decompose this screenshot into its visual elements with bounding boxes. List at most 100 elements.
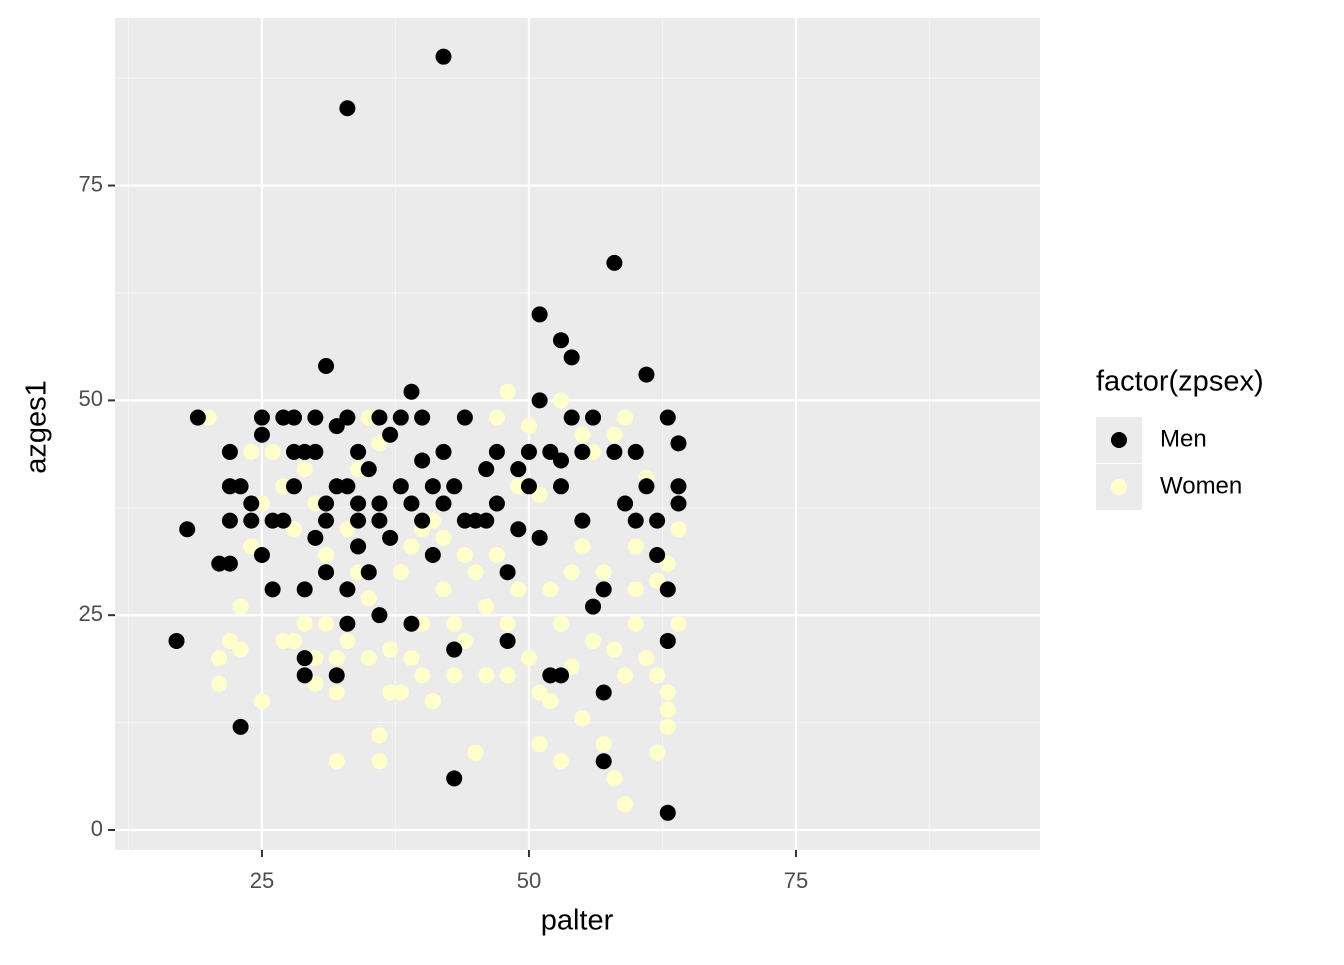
point <box>552 452 569 469</box>
point <box>350 443 367 460</box>
point <box>371 409 388 426</box>
point <box>264 581 281 598</box>
point <box>574 512 591 529</box>
point <box>318 615 335 632</box>
point <box>542 581 559 598</box>
point <box>606 770 623 787</box>
point <box>531 392 548 409</box>
point <box>574 710 591 727</box>
point <box>296 667 313 684</box>
point <box>264 443 281 460</box>
point <box>659 701 676 718</box>
x-tick-label: 50 <box>517 868 541 893</box>
point <box>542 693 559 710</box>
point <box>253 409 270 426</box>
point <box>307 409 324 426</box>
point <box>296 615 313 632</box>
point <box>328 684 345 701</box>
point <box>339 632 356 649</box>
legend: Men Women <box>1096 417 1242 510</box>
point <box>307 529 324 546</box>
point <box>307 443 324 460</box>
point <box>360 589 377 606</box>
point <box>456 409 473 426</box>
point <box>552 667 569 684</box>
point <box>520 418 537 435</box>
point <box>552 753 569 770</box>
point <box>221 632 238 649</box>
point <box>371 435 388 452</box>
point <box>659 718 676 735</box>
point <box>446 478 463 495</box>
point <box>606 426 623 443</box>
point <box>382 529 399 546</box>
point <box>670 521 687 538</box>
point <box>478 598 495 615</box>
point <box>243 512 260 529</box>
point <box>520 478 537 495</box>
point <box>488 495 505 512</box>
point <box>478 461 495 478</box>
point <box>232 718 249 735</box>
point <box>318 512 335 529</box>
point <box>552 615 569 632</box>
point <box>371 512 388 529</box>
point <box>350 512 367 529</box>
point <box>328 418 345 435</box>
point <box>510 581 527 598</box>
points <box>168 48 687 821</box>
point <box>520 650 537 667</box>
point <box>617 796 634 813</box>
point <box>606 254 623 271</box>
point <box>478 512 495 529</box>
legend-label: Men <box>1160 425 1207 452</box>
point <box>221 555 238 572</box>
point <box>627 512 644 529</box>
point <box>296 581 313 598</box>
point <box>659 409 676 426</box>
point <box>392 409 409 426</box>
point <box>371 495 388 512</box>
point <box>328 753 345 770</box>
point <box>414 667 431 684</box>
point <box>585 409 602 426</box>
point <box>253 547 270 564</box>
point <box>531 486 548 503</box>
point <box>585 598 602 615</box>
point <box>499 615 516 632</box>
point <box>221 512 238 529</box>
point <box>552 332 569 349</box>
point <box>435 48 452 65</box>
point <box>659 555 676 572</box>
point <box>392 564 409 581</box>
point <box>649 744 666 761</box>
point <box>499 667 516 684</box>
point <box>339 521 356 538</box>
point <box>510 521 527 538</box>
point <box>531 306 548 323</box>
point <box>638 478 655 495</box>
legend-swatch <box>1111 479 1127 495</box>
point <box>339 409 356 426</box>
axes: 25 50 75 0 25 50 75 <box>79 171 809 892</box>
y-tick-label: 75 <box>79 171 103 196</box>
point <box>435 529 452 546</box>
point <box>520 443 537 460</box>
point <box>659 632 676 649</box>
point <box>574 538 591 555</box>
point <box>456 632 473 649</box>
point <box>552 478 569 495</box>
point <box>478 667 495 684</box>
point <box>392 684 409 701</box>
point <box>435 581 452 598</box>
point <box>638 366 655 383</box>
point <box>542 443 559 460</box>
point <box>285 521 302 538</box>
point <box>232 598 249 615</box>
point <box>563 564 580 581</box>
point <box>574 443 591 460</box>
point <box>318 495 335 512</box>
point <box>552 392 569 409</box>
point <box>670 435 687 452</box>
point <box>350 538 367 555</box>
